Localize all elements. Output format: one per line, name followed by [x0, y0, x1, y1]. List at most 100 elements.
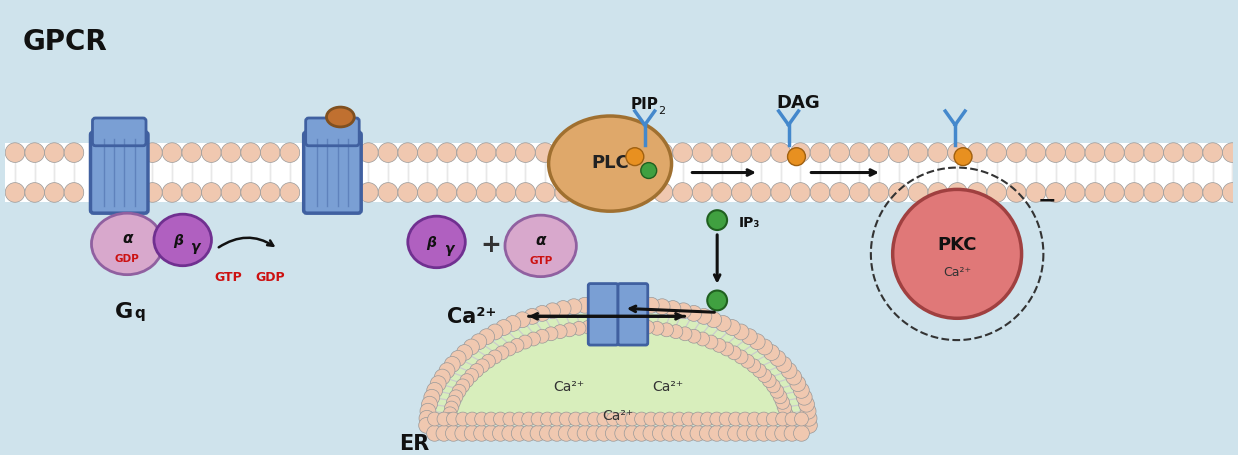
Circle shape [728, 425, 744, 441]
Circle shape [531, 412, 545, 426]
Circle shape [749, 334, 765, 350]
Circle shape [1144, 183, 1164, 203]
Circle shape [1066, 183, 1084, 203]
Circle shape [790, 376, 806, 392]
Circle shape [795, 412, 808, 426]
FancyBboxPatch shape [306, 119, 359, 147]
Circle shape [582, 320, 595, 334]
Circle shape [464, 369, 478, 383]
Circle shape [454, 425, 470, 441]
Circle shape [771, 143, 791, 163]
Circle shape [712, 339, 725, 353]
Circle shape [701, 412, 714, 426]
Circle shape [417, 183, 437, 203]
Circle shape [1184, 143, 1203, 163]
Circle shape [64, 143, 84, 163]
Circle shape [889, 183, 909, 203]
Circle shape [25, 183, 45, 203]
Circle shape [765, 425, 781, 441]
Circle shape [535, 306, 550, 322]
Circle shape [779, 407, 794, 421]
Text: −: − [1037, 190, 1057, 210]
Circle shape [359, 143, 379, 163]
Circle shape [555, 301, 571, 317]
Circle shape [672, 183, 692, 203]
Circle shape [751, 183, 771, 203]
Circle shape [724, 320, 740, 336]
Circle shape [799, 396, 815, 412]
Circle shape [431, 376, 446, 392]
Circle shape [785, 412, 799, 426]
Circle shape [690, 425, 706, 441]
Polygon shape [435, 312, 801, 425]
Circle shape [784, 425, 800, 441]
Text: GTP: GTP [214, 270, 243, 283]
Circle shape [558, 425, 574, 441]
Circle shape [909, 183, 928, 203]
Circle shape [707, 291, 727, 311]
Circle shape [142, 183, 162, 203]
Circle shape [947, 183, 967, 203]
Circle shape [420, 404, 436, 419]
Circle shape [669, 325, 683, 339]
Circle shape [704, 335, 718, 349]
Circle shape [447, 395, 461, 410]
Text: Ca²⁺: Ca²⁺ [553, 379, 584, 393]
Text: γ: γ [443, 241, 453, 255]
Circle shape [764, 345, 780, 361]
Circle shape [457, 345, 473, 361]
Circle shape [676, 303, 691, 319]
Circle shape [615, 412, 630, 426]
Circle shape [719, 342, 734, 356]
Circle shape [443, 407, 457, 421]
Circle shape [588, 297, 604, 313]
Circle shape [644, 412, 657, 426]
Ellipse shape [548, 117, 671, 212]
Circle shape [696, 332, 709, 346]
Text: ER: ER [400, 433, 430, 453]
Circle shape [672, 143, 692, 163]
Circle shape [510, 339, 524, 353]
Circle shape [626, 148, 644, 166]
Circle shape [541, 412, 555, 426]
Circle shape [568, 425, 583, 441]
Circle shape [496, 183, 516, 203]
Circle shape [597, 412, 610, 426]
Circle shape [439, 363, 454, 379]
Circle shape [1203, 183, 1222, 203]
Circle shape [729, 412, 743, 426]
Circle shape [682, 412, 696, 426]
Circle shape [545, 303, 561, 319]
Circle shape [776, 412, 790, 426]
Text: GTP: GTP [529, 255, 552, 265]
Circle shape [162, 143, 182, 163]
Circle shape [511, 425, 527, 441]
Circle shape [810, 183, 829, 203]
Circle shape [758, 369, 771, 383]
Text: Ca²⁺: Ca²⁺ [943, 266, 971, 278]
Circle shape [427, 383, 443, 399]
Circle shape [437, 412, 451, 426]
Text: PLC: PLC [592, 153, 629, 171]
Circle shape [747, 359, 760, 373]
Circle shape [535, 143, 555, 163]
Circle shape [574, 143, 594, 163]
Ellipse shape [92, 214, 163, 275]
Circle shape [801, 418, 817, 433]
Circle shape [791, 183, 810, 203]
Circle shape [418, 418, 435, 433]
Circle shape [436, 425, 452, 441]
Circle shape [526, 332, 540, 346]
Circle shape [474, 412, 489, 426]
Circle shape [487, 324, 503, 340]
Circle shape [742, 329, 758, 345]
Circle shape [671, 425, 687, 441]
Circle shape [202, 143, 222, 163]
Circle shape [687, 329, 701, 344]
Circle shape [548, 425, 565, 441]
Circle shape [602, 319, 615, 333]
Circle shape [397, 143, 417, 163]
Circle shape [1222, 183, 1238, 203]
Circle shape [849, 183, 869, 203]
Circle shape [1184, 183, 1203, 203]
